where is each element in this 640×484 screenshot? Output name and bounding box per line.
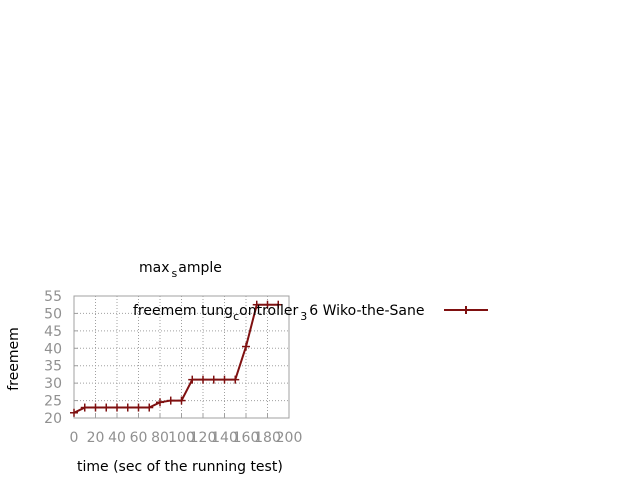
data-point bbox=[274, 300, 283, 309]
series-layer bbox=[70, 300, 283, 417]
x-tick-label: 180 bbox=[254, 430, 281, 446]
data-point bbox=[199, 375, 207, 384]
legend-label-part2: ontroller bbox=[239, 303, 298, 319]
data-point bbox=[220, 375, 229, 384]
x-tick-label: 100 bbox=[168, 430, 195, 446]
x-tick-label: 0 bbox=[70, 430, 79, 446]
data-point bbox=[242, 342, 250, 351]
data-point bbox=[231, 375, 240, 384]
data-point bbox=[70, 408, 78, 417]
x-tick-label: 200 bbox=[276, 430, 303, 446]
x-axis-label: time (sec of the running test) bbox=[77, 459, 283, 475]
data-point bbox=[209, 375, 218, 384]
x-tick-label: 60 bbox=[130, 430, 148, 446]
data-point bbox=[252, 300, 261, 309]
y-axis-label: freemem bbox=[6, 327, 22, 391]
chart-title-subscript: s bbox=[172, 267, 178, 280]
chart-title-main: max bbox=[139, 260, 170, 276]
data-point bbox=[80, 403, 89, 412]
grid bbox=[74, 296, 289, 418]
axis-ticks: 0 20 40 60 80 1001201401601802002025303540455… bbox=[44, 289, 302, 446]
data-point bbox=[188, 375, 197, 384]
x-tick-label: 120 bbox=[190, 430, 217, 446]
legend-label-part1: freemem tung bbox=[133, 303, 233, 319]
data-point bbox=[113, 403, 121, 412]
data-point bbox=[145, 403, 154, 412]
y-tick-label: 50 bbox=[44, 306, 62, 322]
y-tick-label: 35 bbox=[44, 359, 62, 375]
chart-title: max sample bbox=[139, 260, 222, 280]
data-point bbox=[91, 403, 100, 412]
y-tick-label: 20 bbox=[44, 411, 62, 427]
y-tick-label: 45 bbox=[44, 324, 62, 340]
legend: freemem tungcontroller 3 6 Wiko-the-Sane bbox=[133, 303, 488, 323]
series-line bbox=[73, 303, 279, 414]
x-tick-label: 20 bbox=[87, 430, 105, 446]
data-point bbox=[123, 403, 132, 412]
legend-label-part3: 6 Wiko-the-Sane bbox=[309, 303, 424, 319]
x-tick-label: 40 bbox=[108, 430, 126, 446]
x-tick-label: 140 bbox=[211, 430, 238, 446]
data-point bbox=[166, 396, 175, 405]
chart-title-rest: ample bbox=[178, 260, 222, 276]
data-point bbox=[134, 403, 143, 412]
data-point bbox=[263, 300, 272, 309]
data-point bbox=[102, 403, 111, 412]
legend-label-sub2: 3 bbox=[300, 310, 307, 323]
data-point bbox=[156, 398, 164, 407]
y-tick-label: 25 bbox=[44, 394, 62, 410]
x-tick-label: 80 bbox=[151, 430, 169, 446]
legend-label-sub1: c bbox=[233, 310, 239, 323]
x-tick-label: 160 bbox=[233, 430, 260, 446]
y-tick-label: 40 bbox=[44, 341, 62, 357]
y-tick-label: 55 bbox=[44, 289, 62, 305]
data-point bbox=[177, 396, 186, 405]
y-tick-label: 30 bbox=[44, 376, 62, 392]
legend-label: freemem tungcontroller 3 6 Wiko-the-Sane bbox=[133, 303, 424, 323]
